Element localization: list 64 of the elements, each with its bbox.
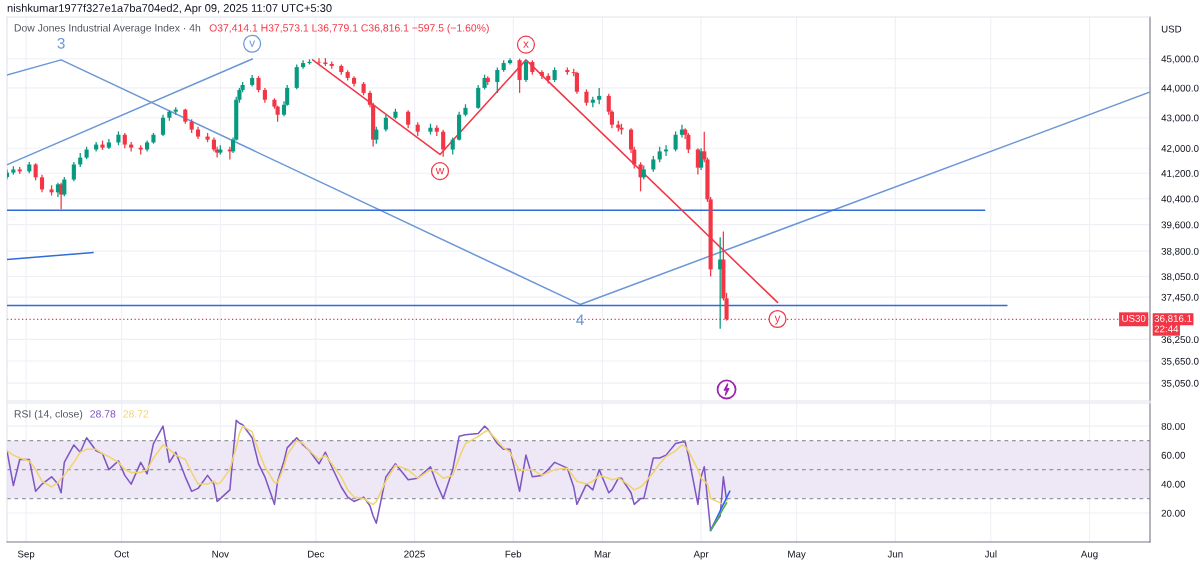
annotation: 4 [576, 314, 584, 326]
y-tick-label: 45,000.0 [1161, 55, 1199, 64]
x-tick-label: Jun [887, 550, 903, 558]
y-tick-label: 60.00 [1161, 451, 1186, 459]
line-series [7, 425, 728, 506]
x-tick-label: May [788, 550, 806, 560]
candlestick [406, 109, 411, 129]
y-tick-label: 35,650.0 [1161, 357, 1199, 366]
x-tick-label: Apr [693, 550, 709, 560]
candlestick [495, 66, 500, 94]
candlestick [71, 161, 76, 182]
candlestick [673, 130, 678, 153]
y-tick-label: 37,450.0 [1161, 293, 1199, 302]
y-tick-label: 42,000.0 [1161, 145, 1199, 154]
y-tick-label: 41,200.0 [1161, 169, 1199, 179]
text: RSI (14, close) [14, 409, 83, 420]
text: nishkumar1977f327e1a7ba704ed2, Apr 09, 2025 11:07 UTC+5:30 [7, 3, 332, 15]
x-tick-label: 2025 [404, 550, 425, 558]
candlestick [523, 59, 529, 83]
text: O37,414.1 H37,573.1 L36,779.1 C36,816.1 −597.5 (−1.60%) [209, 23, 489, 34]
y-tick-label: 38,050.0 [1161, 273, 1199, 282]
candlestick [507, 57, 513, 66]
annotation: v [249, 40, 256, 47]
ref-line-label: US30 [1122, 315, 1146, 322]
x-tick-label: Dec [307, 550, 325, 558]
candlestick [441, 129, 446, 158]
candlestick [62, 176, 67, 197]
y-tick-label: 43,000.0 [1161, 114, 1199, 123]
text: 36,816.1 [1154, 315, 1192, 324]
text: Dow Jones Industrial Average Index · 4h [14, 23, 201, 34]
y-tick-label: 36,250.0 [1161, 336, 1199, 345]
candlestick [686, 132, 691, 154]
x-tick-label: Feb [505, 550, 522, 558]
x-tick-label: Nov [212, 550, 229, 558]
candlestick [699, 147, 704, 171]
y-tick-label: 35,050.0 [1161, 379, 1199, 388]
x-tick-label: Aug [1080, 550, 1098, 560]
x-tick-label: Oct [114, 550, 130, 558]
y-tick-label: 39,600.0 [1161, 221, 1199, 230]
y-tick-label: 80.00 [1161, 422, 1186, 430]
x-tick-label: Sep [17, 550, 35, 560]
annotation: 3 [57, 37, 65, 49]
candlestick [294, 63, 299, 90]
y-tick-label: 38,800.0 [1161, 247, 1199, 256]
candlestick [160, 114, 166, 137]
annotation: y [774, 315, 781, 325]
annotation: x [523, 41, 529, 48]
annotation: 28.78 [90, 410, 116, 418]
line-series [7, 419, 728, 532]
y-tick-label: 40,400.0 [1161, 195, 1199, 204]
y-tick-label: 20.00 [1161, 509, 1186, 517]
x-tick-label: Jul [984, 550, 997, 558]
annotation: w [435, 167, 445, 175]
candlestick [539, 69, 544, 80]
text: 22:44 [1154, 325, 1179, 333]
y-tick-label: 40.00 [1161, 480, 1186, 488]
candlestick [476, 84, 481, 110]
candlestick [301, 59, 306, 70]
candlestick [574, 71, 579, 95]
line-series [7, 59, 1150, 306]
annotation: 28.72 [123, 410, 149, 418]
y-axis-title: USD [1161, 25, 1182, 33]
x-tick-label: Mar [594, 550, 611, 558]
y-tick-label: 44,000.0 [1161, 84, 1199, 93]
